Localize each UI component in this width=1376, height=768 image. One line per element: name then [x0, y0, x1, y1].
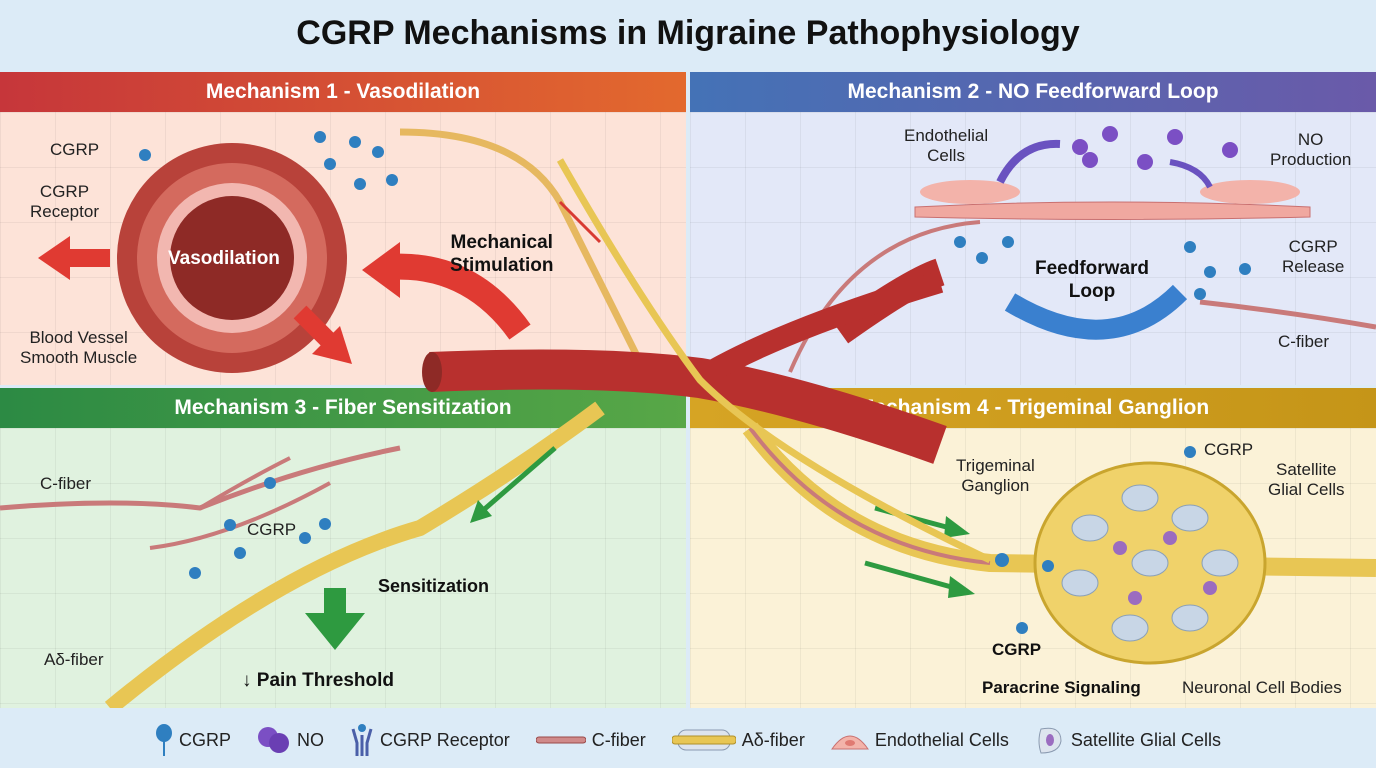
- legend-item-endothelial: Endothelial Cells: [830, 729, 1009, 751]
- neuronal-cell-bodies-label: Neuronal Cell Bodies: [1182, 678, 1342, 697]
- cgrp-bottom-label: CGRP: [992, 640, 1042, 659]
- legend-item-no: NO: [257, 725, 324, 755]
- panel-no-feedforward: Mechanism 2 - NO Feedforward Loop Endoth…: [690, 72, 1376, 385]
- cgrp-icon: [156, 724, 173, 756]
- legend-item-satellite: Satellite Glial Cells: [1035, 725, 1221, 755]
- satellite-glial-cell-icon: [1038, 727, 1062, 754]
- legend-item-receptor: CGRP Receptor: [350, 723, 510, 757]
- panel-header: Mechanism 1 - Vasodilation: [0, 72, 686, 112]
- ad-fiber-icon: [671, 729, 736, 751]
- smooth-muscle-label: Blood Vessel Smooth Muscle: [20, 328, 138, 368]
- c-fiber-label: C-fiber: [1278, 332, 1330, 351]
- panel-header: Mechanism 3 - Fiber Sensitization: [0, 388, 686, 428]
- panel-header: Mechanism 2 - NO Feedforward Loop: [690, 72, 1376, 112]
- vasodilation-illustration: [38, 128, 644, 373]
- sensitization-label: Sensitization: [378, 576, 490, 596]
- mechanical-stimulation-label: Mechanical Stimulation: [450, 232, 554, 276]
- satellite-glial-label: Satellite Glial Cells: [1268, 460, 1345, 500]
- pain-threshold-label: ↓ Pain Threshold: [242, 670, 395, 691]
- legend: CGRP NO CGRP Receptor C-fiber Aδ-fiber E…: [0, 712, 1376, 768]
- c-fiber-label: C-fiber: [40, 474, 92, 493]
- cgrp-receptor-label: CGRP Receptor: [30, 182, 99, 222]
- legend-item-cgrp: CGRP: [155, 723, 231, 757]
- endothelial-cells-label: Endothelial Cells: [904, 126, 989, 166]
- trigeminal-ganglion-label: Trigeminal Ganglion: [956, 456, 1035, 496]
- page-title: CGRP Mechanisms in Migraine Pathophysiol…: [296, 14, 1080, 52]
- cgrp-receptor-icon: [351, 724, 373, 756]
- legend-item-c-fiber: C-fiber: [535, 730, 646, 751]
- endothelial-cell-icon: [830, 735, 869, 750]
- cgrp-label: CGRP: [247, 520, 297, 539]
- feedforward-loop-label: Feedforward Loop: [1035, 258, 1150, 302]
- panel-trigeminal-ganglion: Mechanism 4 - Trigeminal Ganglion Trigem…: [690, 388, 1376, 708]
- panel-fiber-sensitization: Mechanism 3 - Fiber Sensitization C-fibe…: [0, 388, 686, 708]
- trigeminal-ganglion-illustration: [742, 422, 1376, 665]
- vasodilation-label: Vasodilation: [168, 248, 280, 269]
- ad-fiber-label: Aδ-fiber: [44, 650, 104, 669]
- cgrp-top-label: CGRP: [1204, 440, 1254, 459]
- no-molecule-icon: [258, 727, 290, 753]
- fiber-sensitization-illustration: [0, 401, 605, 708]
- no-production-label: NO Production: [1270, 130, 1352, 170]
- cgrp-release-label: CGRP Release: [1282, 237, 1345, 277]
- paracrine-signaling-label: Paracrine Signaling: [982, 678, 1141, 697]
- cgrp-label: CGRP: [50, 140, 100, 159]
- legend-item-ad-fiber: Aδ-fiber: [671, 729, 805, 751]
- c-fiber-icon: [535, 736, 586, 744]
- panel-vasodilation: Mechanism 1 - Vasodilation CGRP CGRP Rec…: [0, 72, 686, 385]
